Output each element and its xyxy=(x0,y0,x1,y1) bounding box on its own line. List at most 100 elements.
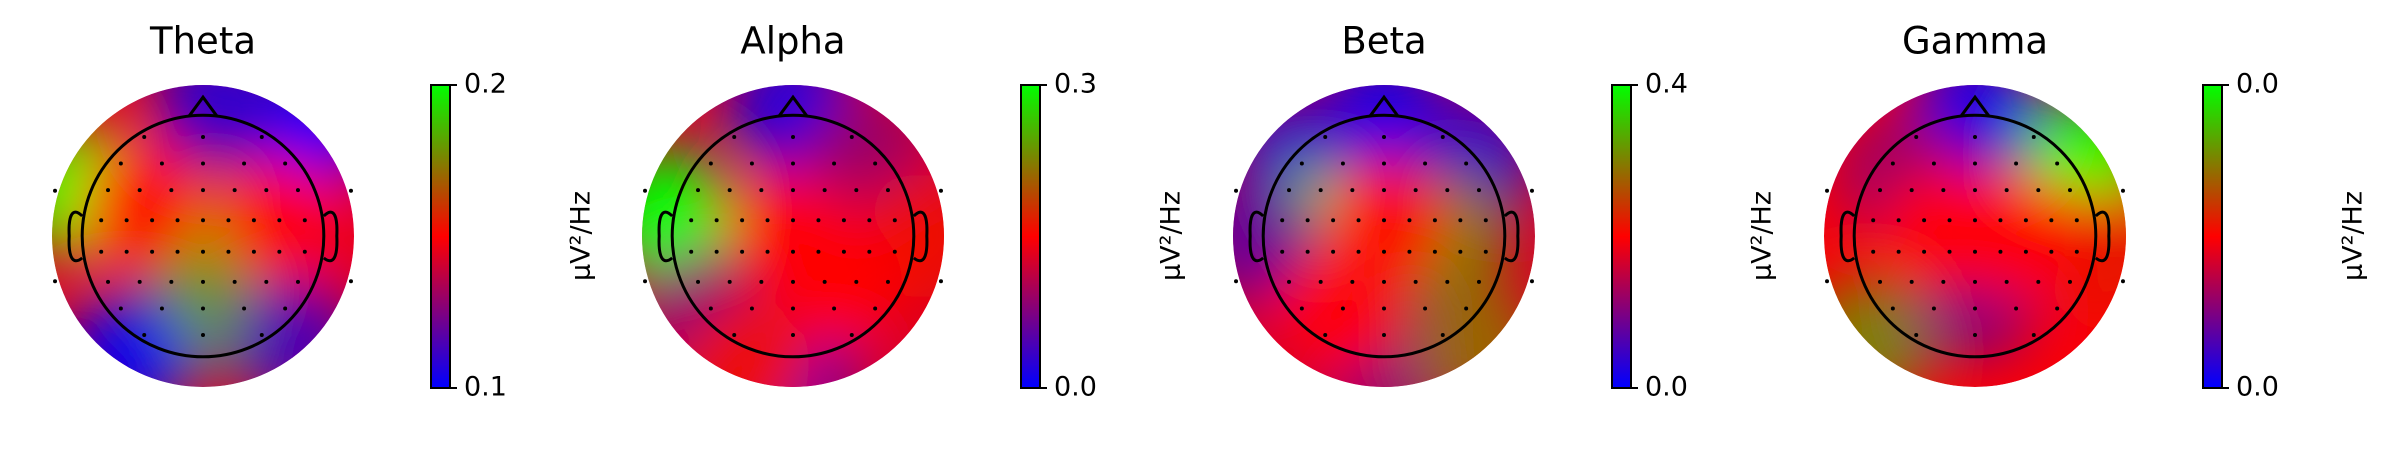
electrode xyxy=(1350,188,1355,193)
electrode xyxy=(714,218,719,223)
electrode xyxy=(259,134,264,139)
colorbar-label: µV²/Hz xyxy=(2338,191,2369,281)
electrode xyxy=(1440,333,1445,338)
electrode xyxy=(1323,333,1328,338)
electrode xyxy=(302,249,307,254)
electrode xyxy=(1234,279,1239,284)
electrode xyxy=(2023,249,2028,254)
chart-title: Gamma xyxy=(1902,20,2048,63)
electrode xyxy=(727,188,732,193)
electrode xyxy=(2014,306,2019,311)
electrode xyxy=(1305,249,1310,254)
field-blobs xyxy=(52,85,354,387)
field-sample xyxy=(1956,172,2084,300)
electrode xyxy=(201,134,205,139)
electrode xyxy=(1922,218,1927,223)
electrode xyxy=(201,279,205,284)
electrode xyxy=(2120,188,2125,193)
ear xyxy=(657,210,674,263)
electrode xyxy=(2049,218,2054,223)
electrode xyxy=(201,161,205,166)
electrode xyxy=(643,188,648,193)
ear xyxy=(1248,210,1265,263)
field-sample xyxy=(774,217,902,345)
topomap-field xyxy=(1233,85,1535,387)
ear xyxy=(1839,210,1856,263)
electrode xyxy=(885,188,890,193)
field-blobs xyxy=(642,85,944,387)
electrode xyxy=(1914,134,1919,139)
electrode xyxy=(867,249,872,254)
head-outline xyxy=(670,113,916,359)
head-outline xyxy=(1261,113,1507,359)
electrode xyxy=(873,306,878,311)
electrode xyxy=(2055,161,2060,166)
electrode xyxy=(277,249,282,254)
colorbar-tick-label: 0.1 xyxy=(464,372,507,403)
electrode xyxy=(892,249,897,254)
electrode xyxy=(1280,249,1285,254)
electrode xyxy=(1878,279,1883,284)
colorbar xyxy=(2202,84,2223,389)
electrode xyxy=(841,249,846,254)
electrode xyxy=(1825,279,1830,284)
electrode xyxy=(1382,161,1386,166)
electrode xyxy=(137,279,142,284)
head-outline xyxy=(1852,113,2098,359)
electrode xyxy=(732,333,737,338)
electrode xyxy=(142,333,147,338)
electrode xyxy=(1947,249,1952,254)
electrode xyxy=(201,306,205,311)
electrode xyxy=(1914,333,1919,338)
topomap-panel: Theta 0.1 0.2 µV²/Hz xyxy=(52,20,597,403)
electrode xyxy=(283,161,288,166)
electrode xyxy=(1947,218,1952,223)
nose xyxy=(1368,94,1400,118)
electrode xyxy=(175,218,180,223)
electrode xyxy=(765,249,770,254)
electrode xyxy=(1382,218,1386,223)
electrode xyxy=(885,279,890,284)
electrode xyxy=(1878,188,1883,193)
electrode xyxy=(1432,249,1437,254)
electrode xyxy=(53,188,58,193)
electrode xyxy=(2036,188,2041,193)
colorbar-tick-label: 0.0 xyxy=(1054,372,1097,403)
electrode xyxy=(99,218,104,223)
electrode xyxy=(1464,161,1469,166)
electrode xyxy=(791,188,795,193)
ear xyxy=(322,210,339,263)
electrode xyxy=(832,306,837,311)
electrode xyxy=(264,188,269,193)
colorbar-label: µV²/Hz xyxy=(1156,191,1187,281)
electrode xyxy=(232,279,237,284)
electrode xyxy=(689,218,694,223)
electrode xyxy=(201,333,205,338)
electrode xyxy=(348,188,353,193)
electrode xyxy=(1287,188,1292,193)
electrode xyxy=(1445,279,1450,284)
electrode xyxy=(1483,249,1488,254)
colorbar xyxy=(1611,84,1632,389)
electrode xyxy=(1973,188,1977,193)
nose xyxy=(187,94,219,118)
electrode xyxy=(749,306,754,311)
topomap-panel: Alpha 0.0 0.3 µV²/Hz xyxy=(642,20,1187,403)
electrode xyxy=(1931,161,1936,166)
electrode xyxy=(1476,279,1481,284)
electrode xyxy=(689,249,694,254)
field-blobs xyxy=(1233,85,1535,387)
topomap-field xyxy=(642,85,944,387)
topomap-panel: Beta 0.0 0.4 µV²/Hz xyxy=(1233,20,1778,403)
electrode xyxy=(849,134,854,139)
electrode xyxy=(696,279,701,284)
field-sample xyxy=(79,142,207,270)
electrode xyxy=(226,249,231,254)
electrode xyxy=(791,249,795,254)
chart-title: Beta xyxy=(1341,20,1426,63)
electrode xyxy=(2074,249,2079,254)
electrode xyxy=(1331,218,1336,223)
electrode xyxy=(295,188,300,193)
topomap-field xyxy=(52,85,354,387)
